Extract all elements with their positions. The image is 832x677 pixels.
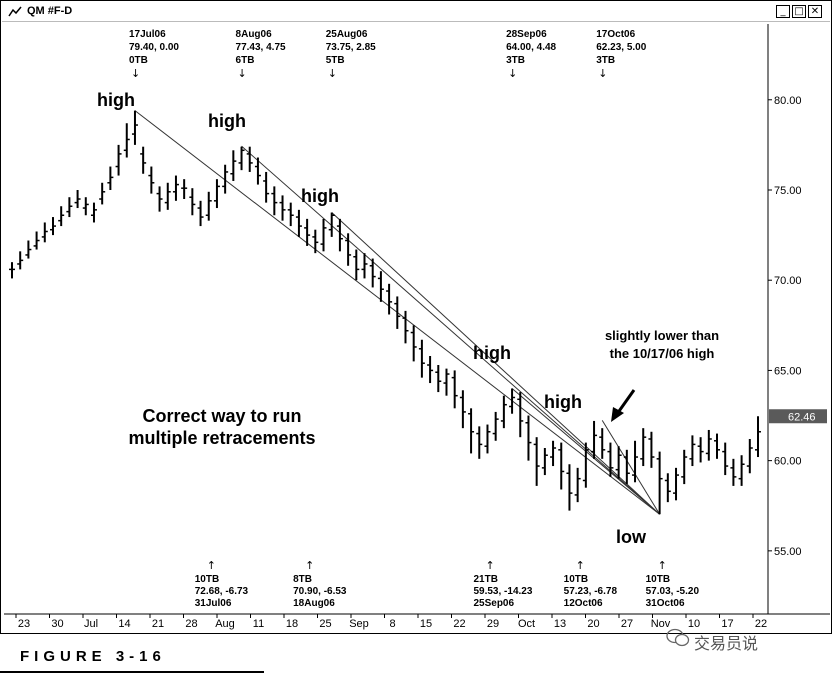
y-tick-label: 55.00 xyxy=(774,546,802,558)
caption-rule xyxy=(0,671,264,673)
watermark: 交易员说 xyxy=(666,628,759,654)
top-annotation-text: 3TB xyxy=(596,55,615,66)
note-text: Correct way to run xyxy=(142,406,301,426)
x-tick-label: Sep xyxy=(349,618,369,630)
x-tick-label: 14 xyxy=(118,618,130,630)
figure-caption: FIGURE 3-16 xyxy=(20,648,166,665)
bottom-annotation-text: 12Oct06 xyxy=(564,598,603,609)
retracement-line xyxy=(331,212,660,515)
top-annotation-text: 17Oct06 xyxy=(596,29,635,40)
x-tick-label: 11 xyxy=(253,618,264,630)
x-tick-label: 29 xyxy=(487,618,499,630)
bottom-annotation-text: 10TB xyxy=(564,574,588,585)
price-chart: 55.00 60.00 65.00 70.00 75.00 80.00 62.46 23 30 J… xyxy=(4,24,830,630)
high-label: high xyxy=(544,392,582,412)
last-price-label: 62.46 xyxy=(788,411,816,423)
x-tick-label: 22 xyxy=(755,618,767,630)
bottom-annotation-text: 57.03, -5.20 xyxy=(646,586,700,597)
arrow-note-text: the 10/17/06 high xyxy=(610,346,715,361)
down-arrow-icon: ↓ xyxy=(131,67,140,80)
watermark-text: 交易员说 xyxy=(694,634,759,653)
low-label: low xyxy=(616,527,647,547)
wechat-icon xyxy=(666,628,690,647)
x-tick-label: 17 xyxy=(721,618,733,630)
x-tick-label: 27 xyxy=(621,618,633,630)
x-tick-label: Jul xyxy=(84,618,98,630)
down-arrow-icon: ↓ xyxy=(508,67,517,80)
up-arrow-icon: ↑ xyxy=(485,559,494,572)
x-tick-label: 15 xyxy=(420,618,432,630)
x-tick-label: 23 xyxy=(18,618,30,630)
top-annotation-text: 64.00, 4.48 xyxy=(506,42,556,53)
up-arrow-icon: ↑ xyxy=(658,559,667,572)
x-tick-label: 21 xyxy=(152,618,164,630)
bottom-annotation-text: 59.53, -14.23 xyxy=(473,586,532,597)
bottom-annotation-text: 31Jul06 xyxy=(195,598,232,609)
top-annotation-text: 79.40, 0.00 xyxy=(129,42,179,53)
maximize-button[interactable]: □ xyxy=(792,5,806,18)
y-tick-label: 60.00 xyxy=(774,456,802,468)
x-tick-label: 30 xyxy=(51,618,63,630)
bottom-annotation-text: 57.23, -6.78 xyxy=(564,586,618,597)
high-label: high xyxy=(97,90,135,110)
top-annotation-text: 6TB xyxy=(236,55,255,66)
top-annotation-text: 8Aug06 xyxy=(236,29,273,40)
x-tick-label: 8 xyxy=(389,618,395,630)
y-tick-label: 65.00 xyxy=(774,365,802,377)
high-label: high xyxy=(208,111,246,131)
high-label: high xyxy=(473,343,511,363)
top-annotation-text: 77.43, 4.75 xyxy=(236,42,286,53)
note-arrow-head-icon xyxy=(611,407,624,422)
top-annotation-text: 5TB xyxy=(326,55,345,66)
top-annotation-text: 17Jul06 xyxy=(129,29,166,40)
x-tick-label: 28 xyxy=(185,618,197,630)
top-annotation-text: 25Aug06 xyxy=(326,29,368,40)
up-arrow-icon: ↑ xyxy=(576,559,585,572)
retracement-line xyxy=(241,145,660,515)
x-tick-label: Oct xyxy=(518,618,535,630)
x-tick-label: Aug xyxy=(215,618,235,630)
last-price-box xyxy=(769,409,827,424)
window-titlebar: QM #F-D _ □ ✕ xyxy=(2,2,830,22)
high-label: high xyxy=(301,186,339,206)
x-tick-label: 20 xyxy=(587,618,599,630)
down-arrow-icon: ↓ xyxy=(238,67,247,80)
bottom-annotation-text: 18Aug06 xyxy=(293,598,335,609)
x-tick-label: 25 xyxy=(319,618,331,630)
note-text: multiple retracements xyxy=(128,428,315,448)
x-tick-label: 18 xyxy=(286,618,298,630)
y-tick-label: 80.00 xyxy=(774,95,802,107)
bottom-annotation-text: 8TB xyxy=(293,574,312,585)
top-annotation-text: 28Sep06 xyxy=(506,29,547,40)
arrow-note-text: slightly lower than xyxy=(605,328,719,343)
close-button[interactable]: ✕ xyxy=(808,5,822,18)
window-title: QM #F-D xyxy=(27,5,73,17)
x-tick-label: 13 xyxy=(554,618,566,630)
bottom-annotation-text: 10TB xyxy=(646,574,670,585)
bottom-annotation-text: 70.90, -6.53 xyxy=(293,586,347,597)
bottom-annotation-text: 72.68, -6.73 xyxy=(195,586,249,597)
up-arrow-icon: ↑ xyxy=(305,559,314,572)
top-annotation-text: 62.23, 5.00 xyxy=(596,42,646,53)
up-arrow-icon: ↑ xyxy=(207,559,216,572)
down-arrow-icon: ↓ xyxy=(598,67,607,80)
bottom-annotation-text: 31Oct06 xyxy=(646,598,685,609)
chart-window: QM #F-D _ □ ✕ xyxy=(0,0,832,634)
x-tick-label: 22 xyxy=(453,618,465,630)
top-annotation-text: 0TB xyxy=(129,55,148,66)
bottom-annotation-text: 25Sep06 xyxy=(473,598,514,609)
bottom-annotation-text: 10TB xyxy=(195,574,219,585)
y-tick-label: 70.00 xyxy=(774,275,802,287)
top-annotation-text: 3TB xyxy=(506,55,525,66)
chart-app-icon xyxy=(8,6,22,17)
x-tick-label: 10 xyxy=(688,618,700,630)
note-arrow-shaft xyxy=(615,389,636,415)
y-tick-label: 75.00 xyxy=(774,185,802,197)
top-annotation-text: 73.75, 2.85 xyxy=(326,42,376,53)
bottom-annotation-text: 21TB xyxy=(473,574,497,585)
x-tick-label: Nov xyxy=(651,618,671,630)
down-arrow-icon: ↓ xyxy=(328,67,337,80)
retracement-line xyxy=(601,420,661,515)
minimize-button[interactable]: _ xyxy=(776,5,790,18)
